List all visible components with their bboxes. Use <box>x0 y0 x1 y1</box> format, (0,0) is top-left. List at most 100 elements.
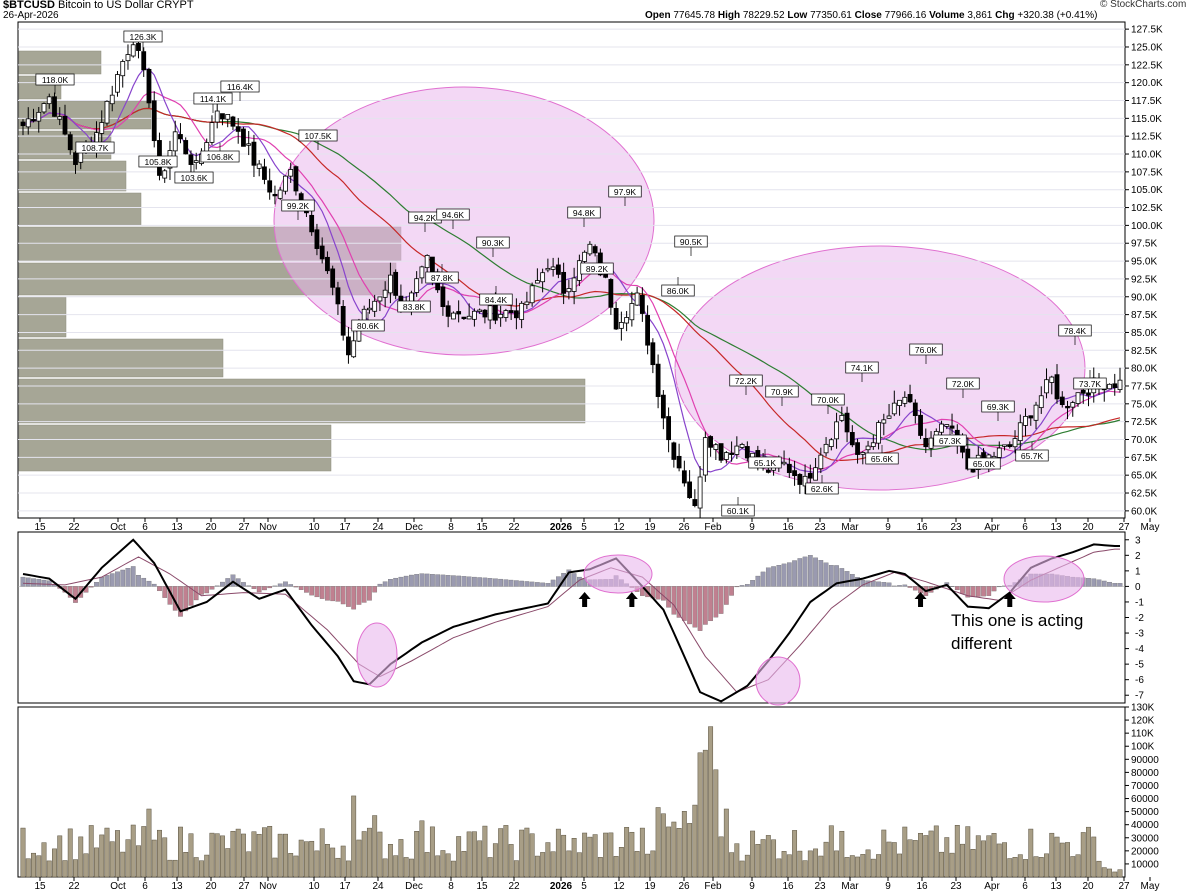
price-candle <box>891 402 897 415</box>
price-grid <box>18 28 1125 512</box>
volume-tick-label: 80000 <box>1131 768 1159 779</box>
price-candle <box>41 103 47 113</box>
ohlc-readout: Open 77645.78 High 78229.52 Low 77350.61… <box>645 10 1097 30</box>
price-candle <box>319 245 325 260</box>
macd-histogram-bar <box>235 578 241 587</box>
peak-label-box <box>35 73 75 86</box>
volume-bar <box>965 826 971 878</box>
volume-bar <box>949 852 955 878</box>
macd-histogram-bar <box>304 586 309 593</box>
volume-bar <box>440 850 446 878</box>
date-tick-label: 10 <box>308 522 320 533</box>
volume-bar <box>445 853 451 878</box>
price-candle <box>587 243 593 255</box>
macd-histogram-bar <box>388 579 393 587</box>
macd-histogram-bar <box>713 586 719 618</box>
price-candle <box>949 425 955 429</box>
macd-histogram-bar <box>120 569 126 587</box>
volume-bar <box>576 852 582 878</box>
macd-histogram-bar <box>298 586 304 590</box>
macd-histogram-bar <box>514 580 519 587</box>
price-candle <box>676 455 682 469</box>
peak-label: 72.2K <box>735 376 758 386</box>
volume-bar <box>246 851 252 878</box>
peak-label: 107.5K <box>305 131 332 141</box>
peak-label: 70.9K <box>771 387 794 397</box>
macd-histogram-bar <box>188 586 194 606</box>
price-candle <box>351 340 357 358</box>
macd-histogram-bar <box>472 576 477 587</box>
volume-bar <box>319 828 325 878</box>
date-tick-label: 16 <box>916 881 928 892</box>
price-candle <box>330 268 336 288</box>
price-candle <box>57 116 63 120</box>
price-candle <box>46 96 52 105</box>
volume-bar <box>377 831 383 878</box>
date-tick-label: 27 <box>1118 881 1130 892</box>
macd-histogram-bar <box>330 586 336 602</box>
volume-value: 3,861 <box>967 10 993 21</box>
macd-histogram-bar <box>828 565 834 587</box>
volume-bar <box>529 833 535 878</box>
date-tick-label: Feb <box>704 522 722 533</box>
macd-histogram-bar <box>251 586 257 589</box>
volume-bar <box>57 835 63 878</box>
price-tick-label: 85.0K <box>1131 328 1157 339</box>
date-tick-label: Oct <box>110 881 126 892</box>
price-candle <box>125 54 131 62</box>
volume-bar <box>115 830 120 878</box>
volume-bar <box>765 835 771 878</box>
date-tick-label: 15 <box>476 522 488 533</box>
volume-bar <box>991 833 997 878</box>
volume-bar <box>351 795 357 878</box>
price-axis: 127.5K 125.0K 122.5K 120.0K 117.5K 115.0K 112.… <box>1125 25 1163 517</box>
date-tick-label: 8 <box>448 522 454 533</box>
price-candle <box>519 302 525 320</box>
volume-bar <box>723 808 729 878</box>
macd-histogram-bar <box>960 586 965 594</box>
macd-highlight-ellipse <box>583 554 653 594</box>
macd-histogram-bar <box>36 579 42 587</box>
price-candle <box>340 306 346 336</box>
macd-histogram-bar <box>146 580 152 587</box>
price-candle <box>141 51 147 71</box>
volume-bar <box>298 839 304 878</box>
volume-bar <box>923 835 929 878</box>
date-tick-label: 24 <box>372 881 384 892</box>
date-tick-label: 20 <box>205 522 217 533</box>
date-tick-label: 13 <box>171 522 183 533</box>
volume-bar <box>309 840 315 878</box>
volume-bar <box>676 828 682 878</box>
macd-histogram-bar <box>844 571 850 587</box>
price-candle <box>477 309 483 312</box>
volume-bar <box>1054 836 1060 878</box>
macd-histogram-bar <box>393 577 399 587</box>
macd-histogram-bar <box>954 586 960 591</box>
trough-label-box <box>865 452 899 465</box>
volume-bar <box>20 827 26 878</box>
volume-bar <box>718 836 724 878</box>
date-tick-label: 27 <box>238 881 250 892</box>
price-candle <box>744 446 750 459</box>
price-candle <box>697 476 703 509</box>
macd-histogram-bar <box>1096 579 1102 587</box>
price-tick-label: 107.5K <box>1131 167 1163 178</box>
price-tick-label: 67.5K <box>1131 453 1157 464</box>
volume-bar <box>209 832 215 878</box>
price-candle <box>855 442 860 455</box>
price-candle <box>99 122 105 134</box>
price-tick-label: 127.5K <box>1131 25 1163 36</box>
date-tick-label: 19 <box>644 522 656 533</box>
price-candle <box>220 113 225 120</box>
price-candle <box>634 292 640 306</box>
volume-bar <box>162 837 168 878</box>
price-tick-label: 82.5K <box>1131 346 1157 357</box>
price-candle <box>235 126 241 132</box>
macd-histogram-bar <box>886 582 892 587</box>
trough-label: 84.4K <box>485 295 508 305</box>
macd-histogram-bar <box>676 586 682 618</box>
macd-histogram-bar <box>372 586 378 593</box>
volume-bar <box>519 829 525 878</box>
date-tick-label: 12 <box>613 522 625 533</box>
volume-tick-label: 40000 <box>1131 820 1159 831</box>
